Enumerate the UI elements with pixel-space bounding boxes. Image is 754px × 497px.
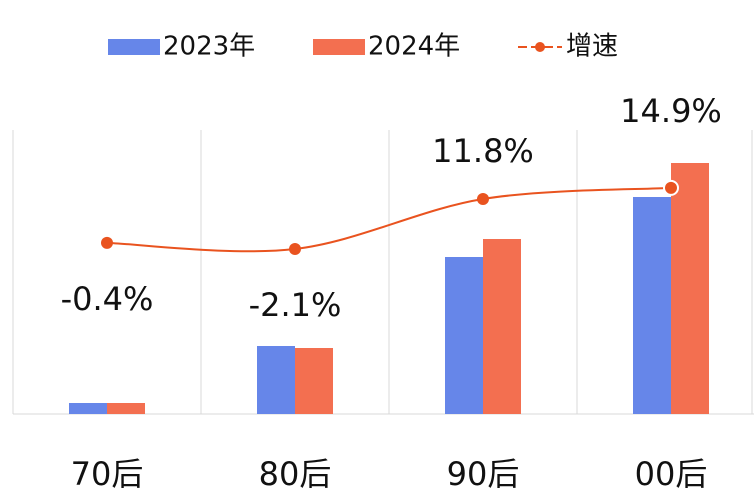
line-marker <box>101 236 113 249</box>
data-label: 14.9% <box>620 92 722 130</box>
line-marker <box>289 242 301 255</box>
bar <box>483 239 521 414</box>
line-marker <box>477 193 489 206</box>
legend-marker <box>535 42 545 52</box>
x-tick-label: 80后 <box>259 455 332 493</box>
data-label: 11.8% <box>432 132 534 170</box>
legend-swatch <box>108 39 160 55</box>
data-label: -0.4% <box>61 280 154 318</box>
bar <box>69 403 107 414</box>
line <box>106 186 672 253</box>
bar <box>107 403 145 414</box>
bar <box>257 346 295 414</box>
x-tick-label: 90后 <box>447 455 520 493</box>
legend-label: 2024年 <box>368 32 460 62</box>
bar <box>445 257 483 414</box>
bar <box>295 348 333 414</box>
legend-swatch <box>313 39 365 55</box>
bar <box>633 197 671 414</box>
legend-label: 2023年 <box>163 32 255 62</box>
x-tick-label: 70后 <box>71 455 144 493</box>
data-label: -2.1% <box>249 286 342 324</box>
line-marker <box>663 179 679 196</box>
bar <box>671 163 709 414</box>
legend-label: 增速 <box>566 32 618 62</box>
x-tick-label: 00后 <box>635 455 708 493</box>
